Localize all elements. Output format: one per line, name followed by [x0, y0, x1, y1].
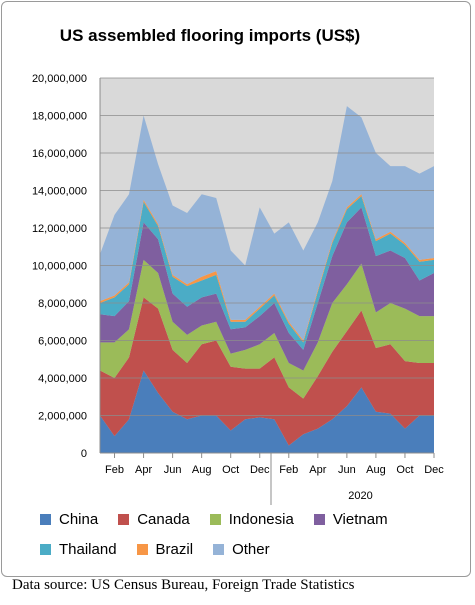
x-tick-label-3: Aug [192, 464, 212, 476]
area-series-other [100, 106, 434, 341]
legend-swatch-canada [118, 513, 130, 525]
legend-swatch-brazil [136, 543, 148, 555]
legend-item-indonesia: Indonesia [209, 510, 294, 528]
x-tick-label-9: Aug [366, 464, 386, 476]
legend-item-thailand: Thailand [40, 541, 117, 558]
y-tick-label-3: 6,000,000 [38, 336, 87, 348]
y-tick-label-6: 12,000,000 [32, 223, 87, 235]
legend-item-china: China [40, 511, 98, 528]
data-source-note: Data source: US Census Bureau, Foreign T… [12, 577, 355, 593]
area-series-china [100, 370, 434, 453]
legend-swatch-vietnam [313, 513, 325, 525]
legend-row-2: Thailand Brazil Other [40, 534, 460, 564]
x-tick-label-8: Jun [338, 464, 356, 476]
x-tick-label-2: Jun [164, 464, 182, 476]
area-series-indonesia [100, 259, 434, 399]
legend-label-indonesia: Indonesia [228, 510, 294, 528]
legend-swatch-china [40, 513, 51, 525]
y-tick-label-5: 10,000,000 [32, 261, 87, 273]
chart-title: US assembled flooring imports (US$) [59, 26, 361, 45]
y-tick-label-1: 2,000,000 [38, 411, 87, 423]
x-tick-label-4: Oct [222, 464, 239, 476]
x-tick-label-1: Apr [135, 464, 152, 476]
legend-label-china: China [59, 510, 99, 528]
legend-item-brazil: Brazil [136, 540, 194, 558]
legend-swatch-other [213, 543, 225, 555]
y-tick-label-9: 18,000,000 [32, 111, 87, 123]
y-tick-label-7: 14,000,000 [32, 186, 87, 198]
y-tick-label-8: 16,000,000 [32, 148, 87, 160]
x-tick-label-10: Oct [396, 464, 413, 476]
legend-label-brazil: Brazil [155, 540, 194, 558]
legend-swatch-thailand [40, 543, 51, 555]
x-tick-label-6: Feb [279, 464, 298, 476]
x-tick-label-7: Apr [309, 464, 326, 476]
x-tick-label-0: Feb [105, 464, 124, 476]
legend-item-canada: Canada [118, 511, 190, 528]
legend-label-vietnam: Vietnam [332, 510, 388, 528]
legend-label-thailand: Thailand [59, 540, 117, 558]
x-tick-label-5: Dec [250, 464, 270, 476]
x-group-label-2020: 2020 [348, 490, 372, 502]
chart-plot: 0 2,000,000 4,000,000 6,000,000 8,000,000 10,… [32, 73, 444, 505]
y-tick-label-10: 20,000,000 [32, 73, 87, 85]
y-tick-label-4: 8,000,000 [38, 298, 87, 310]
legend-swatch-indonesia [209, 513, 221, 525]
legend-row-1: China Canada Indonesia Vietnam [40, 504, 460, 534]
area-series-canada [100, 297, 434, 446]
chart-legend: China Canada Indonesia Vietnam Thailand … [40, 504, 460, 564]
legend-item-vietnam: Vietnam [313, 510, 388, 528]
legend-item-other: Other [213, 541, 270, 558]
y-tick-label-2: 4,000,000 [38, 373, 87, 385]
legend-label-other: Other [232, 540, 270, 558]
legend-label-canada: Canada [137, 510, 190, 528]
area-series-vietnam [100, 207, 434, 371]
y-tick-label-0: 0 [81, 448, 87, 460]
x-tick-label-11: Dec [424, 464, 444, 476]
